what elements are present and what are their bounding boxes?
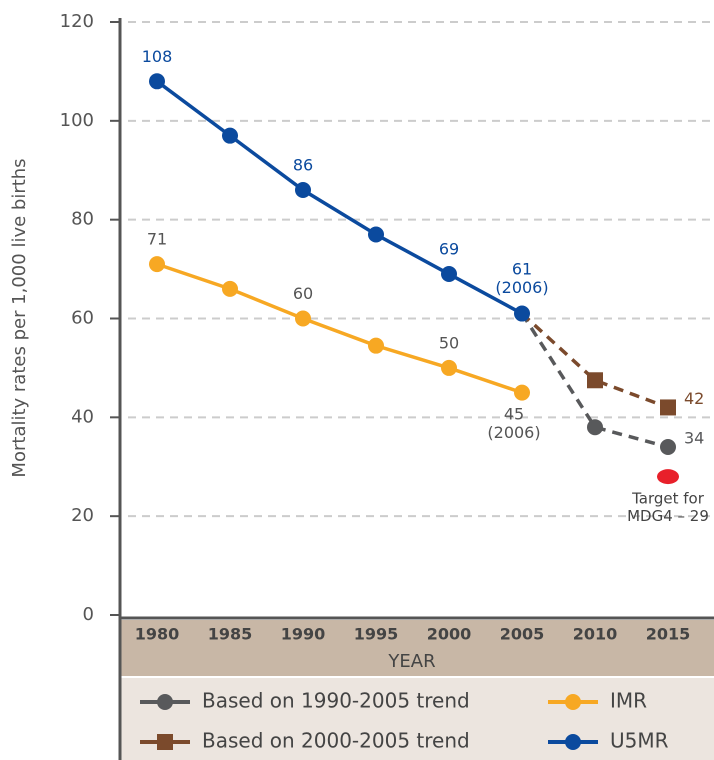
data-point — [222, 280, 238, 297]
data-label: 71 — [147, 230, 167, 249]
x-axis-band — [120, 620, 714, 676]
data-point — [441, 359, 457, 376]
x-tick-label: 2010 — [573, 625, 618, 644]
data-label: 69 — [439, 240, 459, 259]
data-point — [514, 305, 530, 322]
target-label: Target for MDG4 – 29 — [627, 489, 709, 524]
legend-band — [120, 678, 714, 760]
legend-marker — [565, 694, 581, 710]
x-axis-label: YEAR — [387, 651, 435, 672]
x-tick-label: 1995 — [354, 625, 399, 644]
data-label: 34 — [684, 428, 704, 447]
legend-marker — [565, 734, 581, 750]
legend-label: Based on 2000-2005 trend — [202, 729, 470, 753]
legend-marker — [157, 694, 173, 710]
data-point — [149, 73, 165, 90]
x-tick-label: 1985 — [208, 625, 253, 644]
data-point — [441, 266, 457, 283]
data-point — [368, 226, 384, 243]
y-tick-label: 0 — [83, 604, 94, 625]
data-point — [222, 127, 238, 144]
data-label: 61 (2006) — [495, 259, 548, 296]
data-point — [368, 337, 384, 354]
y-tick-label: 40 — [71, 406, 94, 427]
series-line — [155, 79, 523, 316]
target-point — [657, 469, 679, 485]
x-tick-label: 2005 — [500, 625, 545, 644]
data-point — [660, 438, 676, 455]
y-tick-label: 120 — [60, 11, 94, 32]
y-tick-label: 80 — [71, 209, 94, 230]
data-point — [587, 419, 603, 436]
data-point — [149, 256, 165, 273]
data-point — [295, 310, 311, 327]
y-tick-label: 20 — [71, 505, 94, 526]
data-label: 86 — [293, 156, 313, 175]
series-line — [520, 312, 669, 410]
x-tick-label: 2015 — [646, 625, 691, 644]
legend-label: U5MR — [610, 729, 669, 753]
data-point — [587, 372, 603, 389]
data-point — [295, 182, 311, 199]
series-line — [156, 262, 523, 395]
x-tick-label: 1980 — [135, 625, 180, 644]
data-label: 50 — [439, 333, 459, 352]
y-tick-label: 60 — [71, 308, 94, 329]
data-label: 45 (2006) — [487, 404, 540, 441]
data-point — [660, 399, 676, 416]
legend-marker — [157, 734, 173, 750]
data-label: 108 — [142, 47, 173, 66]
data-point — [514, 384, 530, 401]
x-tick-label: 2000 — [427, 625, 472, 644]
x-tick-label: 1990 — [281, 625, 326, 644]
y-tick-label: 100 — [60, 110, 94, 131]
data-label: 60 — [293, 284, 313, 303]
y-axis-label: Mortality rates per 1,000 live births — [9, 158, 30, 477]
data-label: 42 — [684, 389, 704, 408]
legend-label: IMR — [610, 689, 647, 713]
legend-label: Based on 1990-2005 trend — [202, 689, 470, 713]
